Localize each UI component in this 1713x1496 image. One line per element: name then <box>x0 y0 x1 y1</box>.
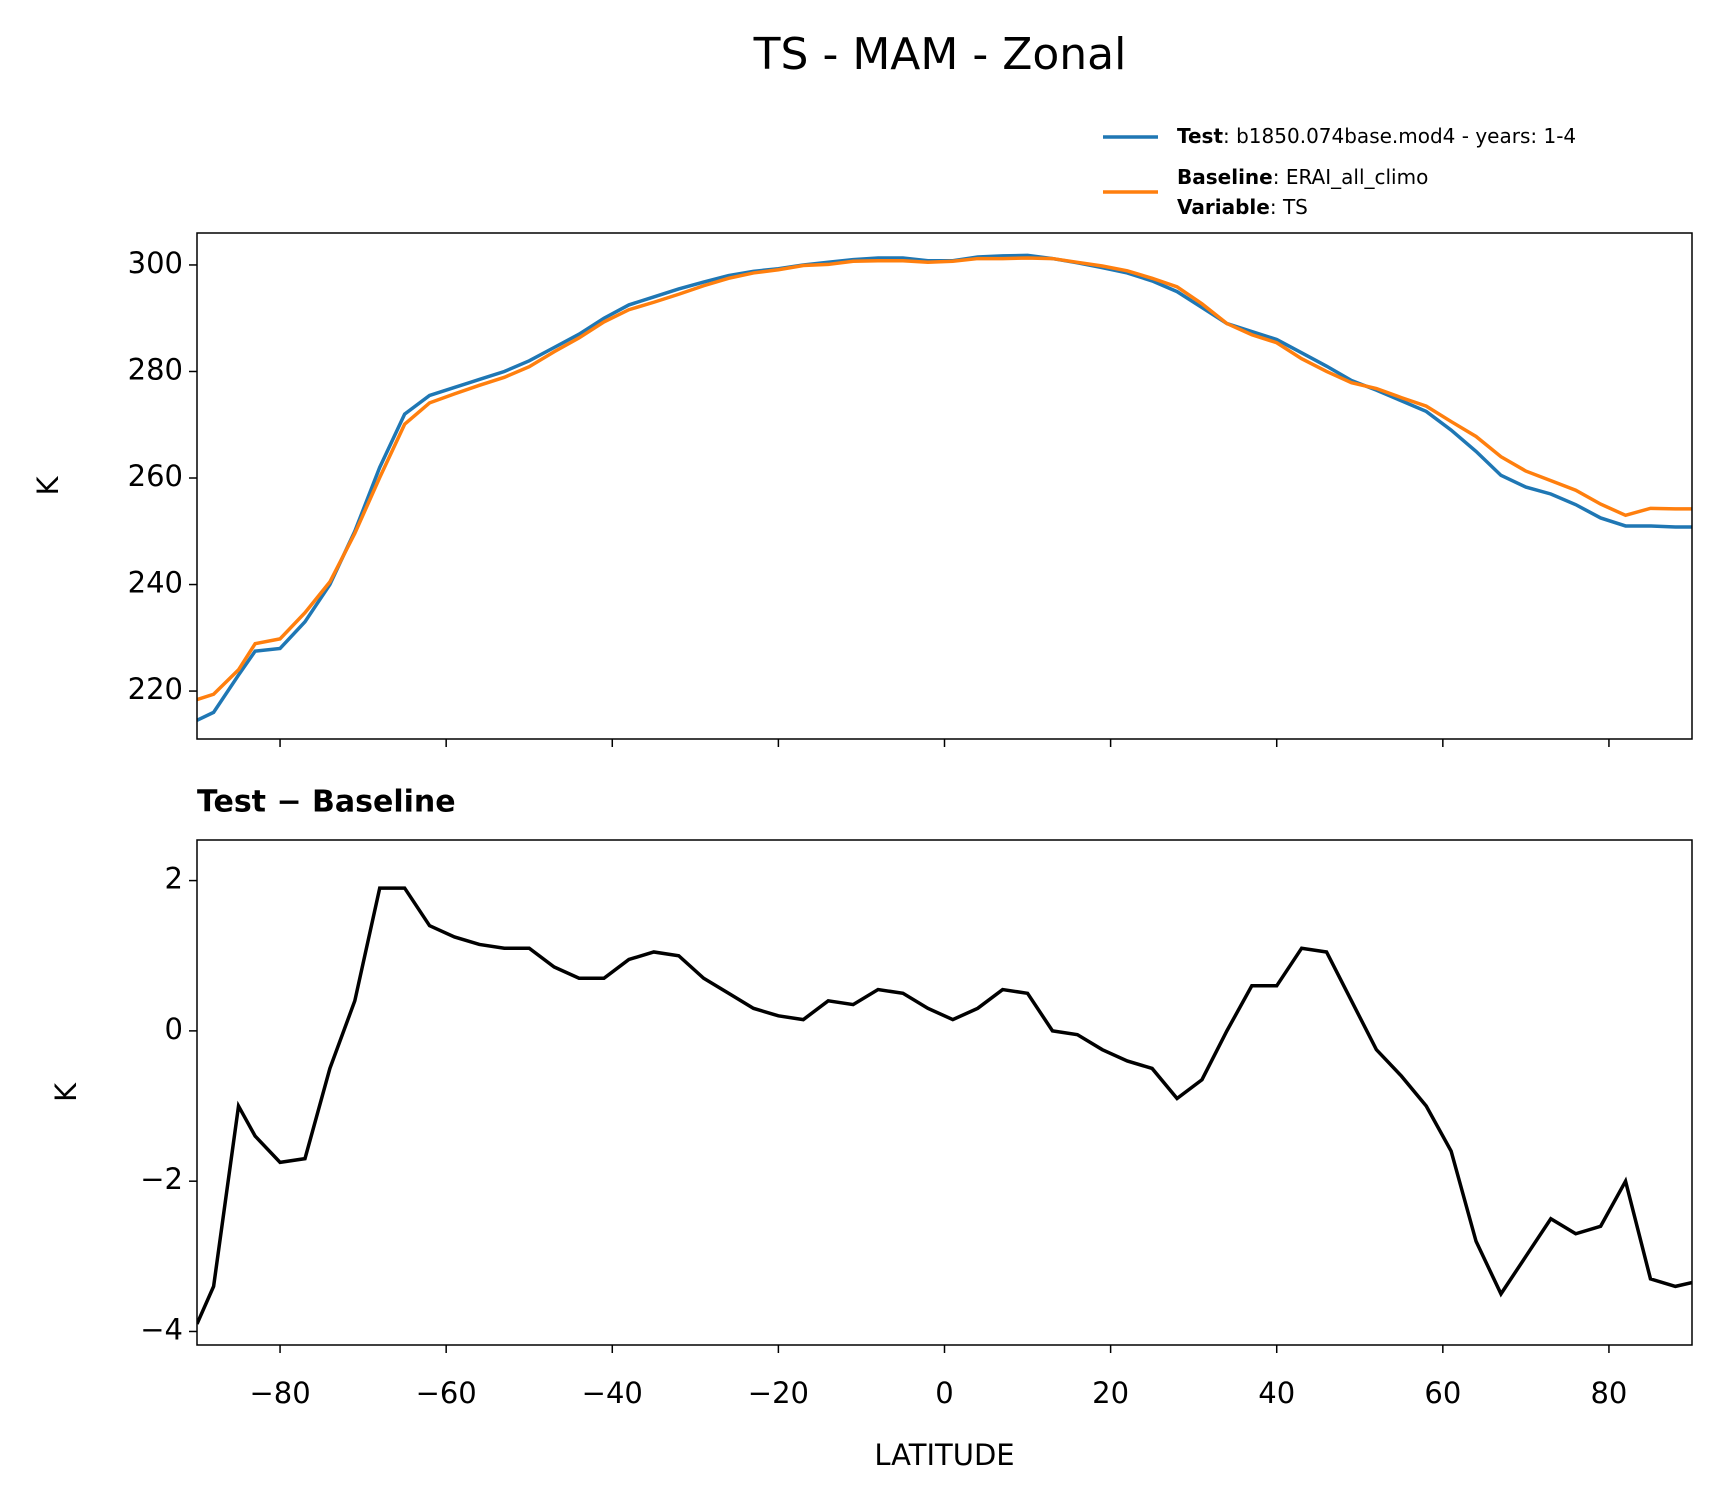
x-tick-label: 0 <box>935 1376 953 1410</box>
y-tick-label: 0 <box>165 1012 183 1046</box>
x-tick-label: 40 <box>1258 1376 1295 1410</box>
x-tick-label: −60 <box>416 1376 477 1410</box>
data-line <box>197 253 1692 722</box>
figure-title: TS - MAM - Zonal <box>753 29 1127 80</box>
data-line <box>197 886 1692 1325</box>
axes-frame <box>196 839 1693 1346</box>
x-tick-label: −40 <box>582 1376 643 1410</box>
y-tick-label: −2 <box>140 1162 183 1196</box>
legend-name: Baseline <box>1177 165 1273 189</box>
legend-entry: Baseline: ERAI_all_climo <box>1177 165 1428 189</box>
legend-entry: Test: b1850.074base.mod4 - years: 1-4 <box>1177 124 1576 148</box>
subplot-title: Test − Baseline <box>197 785 456 820</box>
y-tick-label: 2 <box>165 862 183 896</box>
y-tick-label: 220 <box>128 672 183 706</box>
legend-detail: : TS <box>1270 195 1308 219</box>
legend-detail: : ERAI_all_climo <box>1273 165 1429 189</box>
y-axis-label: K <box>49 1082 83 1102</box>
y-tick-label: 260 <box>128 459 183 493</box>
data-line <box>197 256 1692 702</box>
y-tick-label: −4 <box>140 1312 183 1346</box>
y-tick-label: 300 <box>128 246 183 280</box>
legend-name: Test <box>1177 124 1223 148</box>
axes-frame <box>196 232 1693 740</box>
x-tick-label: 60 <box>1424 1376 1461 1410</box>
x-axis-label: LATITUDE <box>874 1438 1014 1472</box>
x-tick-label: −80 <box>249 1376 310 1410</box>
y-tick-label: 280 <box>128 352 183 386</box>
x-tick-label: 20 <box>1092 1376 1129 1410</box>
x-tick-label: 80 <box>1590 1376 1627 1410</box>
x-tick-label: −20 <box>748 1376 809 1410</box>
legend-entry: Variable: TS <box>1177 195 1308 219</box>
y-axis-label: K <box>31 476 65 496</box>
legend-name: Variable <box>1177 195 1270 219</box>
y-tick-label: 240 <box>128 566 183 600</box>
legend-detail: : b1850.074base.mod4 - years: 1-4 <box>1223 124 1576 148</box>
